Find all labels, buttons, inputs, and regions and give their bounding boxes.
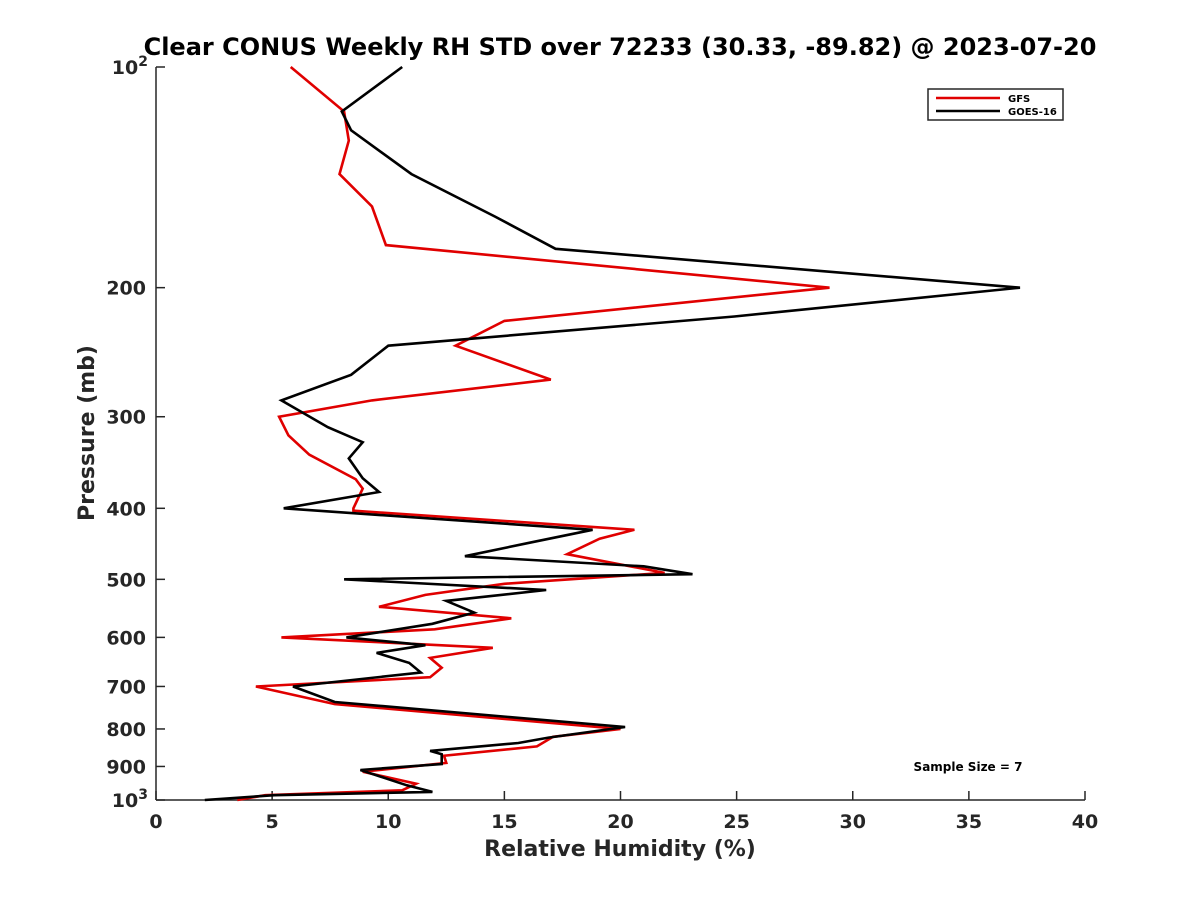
y-tick-label: 700 bbox=[106, 676, 146, 698]
y-tick-label: 400 bbox=[106, 498, 146, 520]
x-tick-label: 35 bbox=[956, 811, 982, 833]
y-tick-label: 600 bbox=[106, 627, 146, 649]
legend: GFS GOES-16 bbox=[927, 88, 1064, 121]
y-tick-label: 102 bbox=[112, 54, 148, 79]
y-tick-label: 900 bbox=[106, 756, 146, 778]
x-tick-label: 15 bbox=[491, 811, 517, 833]
x-tick-label: 40 bbox=[1072, 811, 1098, 833]
x-tick-label: 5 bbox=[266, 811, 279, 833]
x-tick-label: 25 bbox=[723, 811, 749, 833]
x-axis-label: Relative Humidity (%) bbox=[484, 837, 756, 862]
series-line-goes-16 bbox=[204, 65, 1021, 802]
x-tick-label: 0 bbox=[149, 811, 162, 833]
sample-size-annotation: Sample Size = 7 bbox=[914, 760, 1023, 774]
y-tick-label: 300 bbox=[106, 407, 146, 429]
y-tick-label: 500 bbox=[106, 569, 146, 591]
y-tick-label: 800 bbox=[106, 719, 146, 741]
y-axis-label: Pressure (mb) bbox=[75, 345, 100, 521]
x-tick-label: 20 bbox=[607, 811, 633, 833]
x-tick-label: 10 bbox=[375, 811, 401, 833]
series-line-gfs bbox=[237, 66, 830, 802]
legend-label: GFS bbox=[1008, 94, 1030, 105]
y-tick-label: 103 bbox=[112, 787, 148, 812]
x-tick-label: 30 bbox=[840, 811, 866, 833]
plot-area: 0 5 10 15 20 25 30 35 40 102 200 300 400 500 600 700 800… bbox=[106, 54, 1098, 833]
legend-box bbox=[927, 88, 1064, 121]
chart-title: Clear CONUS Weekly RH STD over 72233 (30… bbox=[144, 33, 1097, 61]
legend-label: GOES-16 bbox=[1008, 107, 1057, 118]
y-tick-label: 200 bbox=[106, 278, 146, 300]
